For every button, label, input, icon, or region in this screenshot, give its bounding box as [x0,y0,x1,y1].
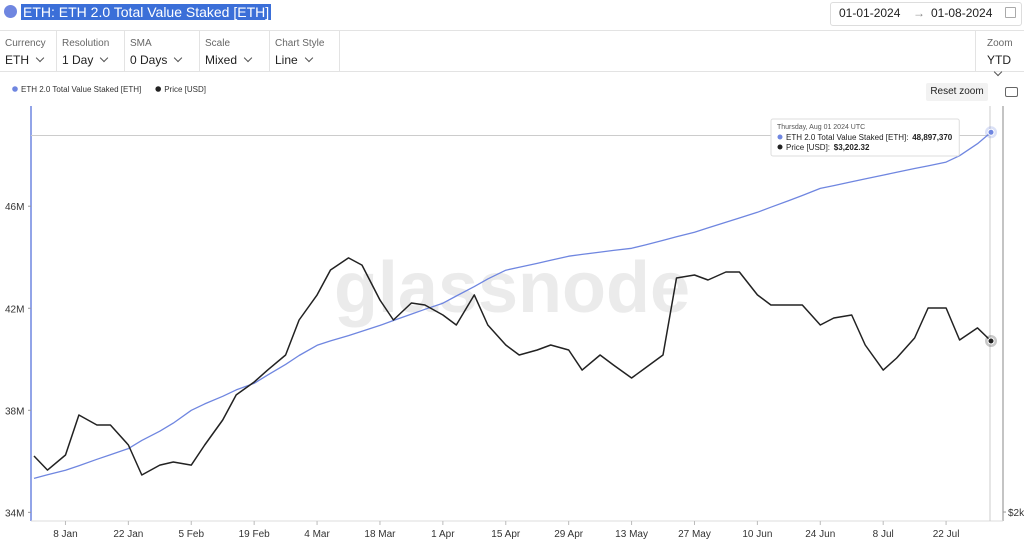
tooltip-series: Price [USD] [786,143,828,152]
x-tick-label: 10 Jun [742,529,772,540]
y2-tick-label: $2k [1008,508,1024,519]
legend-label: ETH 2.0 Total Value Staked [ETH] [21,85,141,94]
legend-marker [12,86,18,92]
divider [0,30,1024,31]
x-tick-label: 27 May [678,529,711,540]
x-tick-label: 13 May [615,529,648,540]
x-tick-label: 8 Jul [873,529,894,540]
series-line [33,131,992,480]
y-tick-label: 34M [5,508,24,519]
date-range[interactable] [830,2,1022,26]
tooltip-box [770,118,960,157]
y-tick-label: 38M [5,406,24,417]
page-title: ETH: ETH 2.0 Total Value Staked [ETH] [21,4,272,20]
tooltip-date: Thursday, Aug 01 2024 UTC [777,124,865,131]
x-tick-label: 24 Jun [805,529,835,540]
reset-zoom-button[interactable]: Reset zoom [926,83,988,101]
hover-point [987,128,995,136]
legend-label: Price [USD] [164,85,206,94]
control[interactable]: Chart Style Line [270,31,340,71]
x-tick-label: 18 Mar [364,529,396,540]
control-value[interactable]: 1 Day [62,53,124,67]
x-tick-label: 4 Mar [304,529,330,540]
control-label: Resolution [62,38,110,49]
x-tick-label: 8 Jan [53,529,77,540]
control[interactable]: Scale Mixed [200,31,270,71]
x-tick-label: 22 Jul [933,529,960,540]
control-value[interactable]: Mixed [205,53,269,67]
x-tick-label: 15 Apr [491,529,521,540]
date-to[interactable]: 01-08-2024 [931,6,993,20]
control-label: Currency [5,38,46,49]
tooltip-sep: : [906,133,908,142]
calendar-icon[interactable] [1005,7,1016,18]
camera-icon[interactable] [1005,87,1018,97]
legend: ETH 2.0 Total Value Staked [ETH] Price [U… [12,85,206,94]
tooltip-series: ETH 2.0 Total Value Staked [ETH] [786,133,906,142]
tooltip-marker [777,144,783,150]
control-label: SMA [130,38,152,49]
series-line [33,257,992,476]
eth-icon [4,5,17,18]
control-label: Chart Style [275,38,325,49]
tooltip-value: 48,897,370 [912,133,953,142]
x-tick-label: 5 Feb [178,529,204,540]
control-value[interactable]: Line [275,53,339,67]
tooltip-sep: : [828,143,830,152]
x-tick-label: 1 Apr [431,529,455,540]
control-value[interactable]: YTD [987,53,1024,81]
control[interactable]: Zoom YTD [975,31,1024,71]
control-label: Zoom [987,38,1013,49]
y-tick-label: 42M [5,304,24,315]
y-tick-label: 46M [5,202,24,213]
watermark: glassnode [334,248,690,328]
date-arrow: → [913,6,925,20]
x-tick-label: 22 Jan [113,529,143,540]
control[interactable]: SMA 0 Days [125,31,200,71]
x-tick-label: 19 Feb [239,529,271,540]
legend-marker [155,86,162,92]
x-tick-label: 29 Apr [554,529,584,540]
control-value[interactable]: ETH [5,53,56,67]
tooltip-value: $3,202.32 [834,143,870,152]
tooltip-marker [777,134,783,140]
hover-point [987,337,995,345]
control-value[interactable]: 0 Days [130,53,199,67]
tooltip: Thursday, Aug 01 2024 UTC ETH 2.0 Total V… [770,118,960,157]
date-from[interactable]: 01-01-2024 [839,6,901,20]
control[interactable]: Currency ETH [0,31,57,71]
control[interactable]: Resolution 1 Day [57,31,125,71]
divider [0,71,1024,72]
control-label: Scale [205,38,231,49]
